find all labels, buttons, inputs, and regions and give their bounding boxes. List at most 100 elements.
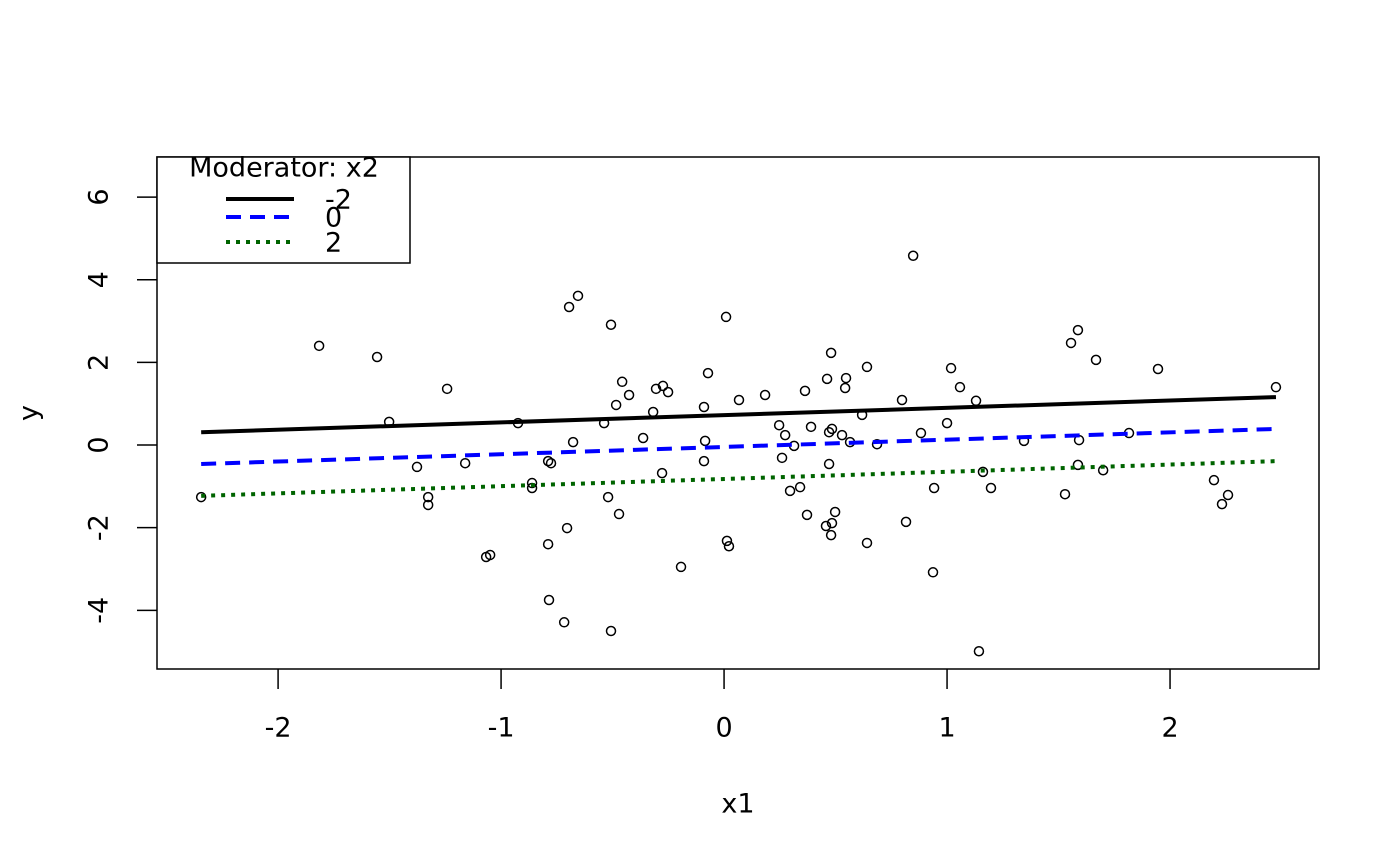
- point: [558, 617, 570, 628]
- point: [759, 389, 771, 401]
- point: [1072, 324, 1084, 336]
- point: [836, 429, 848, 441]
- point: [723, 541, 735, 552]
- plot-box: [156, 156, 1320, 670]
- point: [823, 458, 835, 470]
- point: [941, 417, 953, 429]
- point: [1090, 354, 1102, 366]
- point: [702, 367, 714, 379]
- point: [656, 467, 668, 479]
- point: [794, 481, 806, 493]
- point: [1152, 363, 1164, 375]
- fit-line: [201, 395, 1277, 435]
- x-axis-label: x1: [721, 789, 754, 820]
- point: [945, 362, 957, 374]
- point: [411, 461, 423, 473]
- legend-label: -2: [325, 185, 352, 216]
- y-tick-label: -2: [84, 514, 115, 541]
- point: [543, 594, 555, 606]
- point: [1065, 337, 1077, 349]
- point: [484, 549, 496, 561]
- point: [610, 399, 622, 411]
- point: [861, 361, 873, 373]
- point: [721, 535, 733, 547]
- legend-label: 0: [325, 203, 342, 234]
- point: [563, 301, 575, 313]
- x-tick-label: 2: [1161, 713, 1178, 744]
- y-tick-label: 4: [84, 271, 115, 288]
- point: [900, 516, 912, 528]
- point: [973, 645, 985, 657]
- y-tick-label: 2: [84, 354, 115, 371]
- point: [561, 522, 573, 534]
- fit-line: [201, 426, 1277, 467]
- point: [720, 311, 732, 323]
- point: [371, 351, 383, 363]
- point: [896, 394, 908, 406]
- point: [1072, 459, 1084, 471]
- point: [799, 385, 811, 397]
- y-axis-label: y: [14, 405, 45, 421]
- point: [823, 426, 835, 438]
- point: [1208, 474, 1220, 486]
- point: [801, 509, 813, 521]
- point: [776, 452, 788, 464]
- point: [861, 537, 873, 549]
- point: [441, 383, 453, 395]
- point: [650, 383, 662, 395]
- point: [698, 401, 710, 413]
- x-tick-label: 1: [938, 713, 955, 744]
- point: [977, 466, 989, 478]
- point: [675, 561, 687, 573]
- x-tick-label: -1: [488, 713, 515, 744]
- point: [820, 520, 832, 532]
- point: [422, 491, 434, 503]
- point: [422, 499, 434, 511]
- point: [616, 376, 628, 388]
- point: [542, 455, 554, 467]
- point: [313, 340, 325, 352]
- point: [623, 389, 635, 401]
- point: [805, 421, 817, 433]
- point: [840, 372, 852, 384]
- point: [927, 567, 939, 578]
- point: [459, 457, 471, 469]
- point: [699, 435, 711, 447]
- point: [662, 386, 674, 398]
- point: [779, 429, 791, 441]
- point: [1216, 498, 1228, 510]
- point: [784, 485, 796, 497]
- point: [825, 347, 837, 359]
- point: [1222, 489, 1234, 501]
- point: [567, 436, 579, 448]
- legend-box: [156, 156, 411, 264]
- x-tick-label: 0: [715, 713, 732, 744]
- point: [657, 380, 669, 392]
- point: [1059, 488, 1071, 500]
- point: [545, 457, 557, 469]
- point: [526, 477, 538, 489]
- point: [826, 517, 838, 529]
- point: [825, 529, 837, 541]
- point: [605, 319, 617, 331]
- point: [915, 427, 927, 439]
- point: [829, 506, 841, 518]
- point: [637, 432, 649, 444]
- point: [970, 395, 982, 407]
- point: [821, 373, 833, 385]
- x-tick-label: -2: [265, 713, 292, 744]
- legend-label: 2: [325, 228, 342, 259]
- legend-title: Moderator: x2: [189, 153, 379, 184]
- point: [907, 250, 919, 262]
- point: [602, 491, 614, 503]
- point: [1270, 381, 1282, 393]
- point: [871, 438, 883, 450]
- point: [928, 482, 940, 494]
- point: [647, 406, 659, 418]
- point: [733, 394, 745, 406]
- point: [985, 482, 997, 494]
- point: [195, 491, 207, 503]
- y-tick-label: 0: [84, 436, 115, 453]
- point: [542, 538, 554, 550]
